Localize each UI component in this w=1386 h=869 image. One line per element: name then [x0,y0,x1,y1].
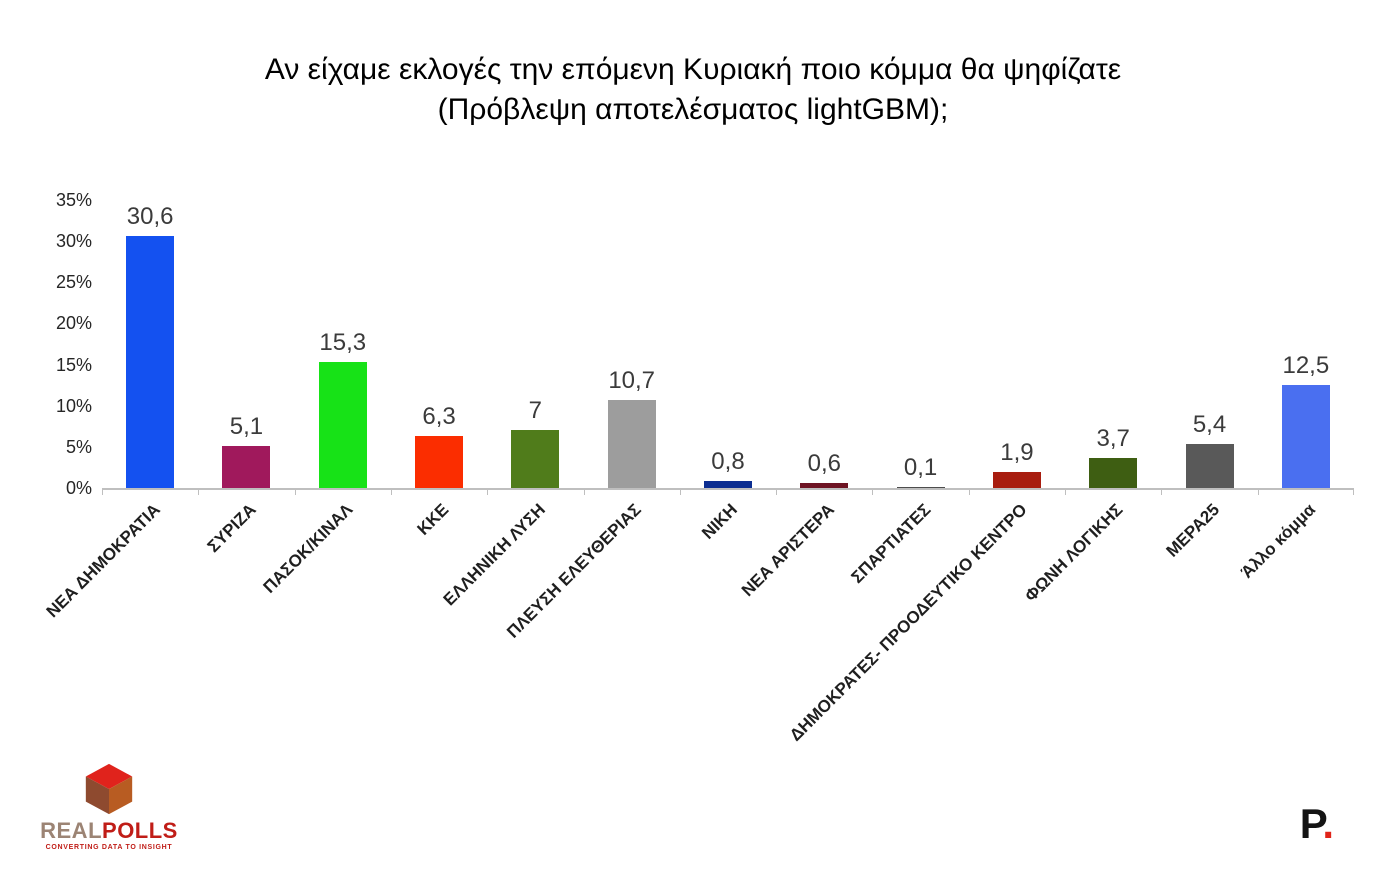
realpolls-cube-icon [85,763,133,815]
chart-title-line2: (Πρόβλεψη αποτελέσματος lightGBM); [437,92,949,126]
y-axis: 0% 5% 10% 15% 20% 25% 30% 35% [48,190,102,498]
bar-group: 30,6 ΝΕΑ ΔΗΜΟΚΡΑΤΙΑ [42,200,198,621]
bar-value-label: 7 [528,397,543,425]
brand-real: REAL [40,818,103,843]
bar [607,399,656,488]
brand-tagline: CONVERTING DATA TO INSIGHT [45,844,173,851]
bar-value-label: 3,7 [1096,424,1130,452]
bar-category-label: Άλλο κόμμα [1237,500,1320,582]
bar [1185,443,1234,488]
bar-group: 5,1 ΣΥΡΙΖΑ [198,200,294,556]
x-axis-tick [102,488,103,495]
bar [992,472,1041,488]
bar [318,362,367,488]
bar-group: 6,3 ΚΚΕ [391,200,487,539]
x-axis-tick [968,488,970,495]
bar-value-label: 0,6 [807,450,841,478]
bar-value-label: 0,8 [711,448,745,476]
y-tick-label: 35% [55,190,92,210]
x-axis-tick [390,488,392,495]
bar [1281,385,1330,488]
x-axis-tick [1161,488,1163,495]
brand-polls: POLLS [102,818,178,843]
x-axis-tick [487,488,489,495]
bar-value-label: 10,7 [608,366,656,394]
y-tick-label: 0% [65,478,92,498]
x-axis-tick [294,488,296,495]
bar-group: 3,7 ΦΩΝΗ ΛΟΓΙΚΗΣ [1021,200,1161,605]
y-tick-label: 5% [65,436,92,457]
x-axis-tick [1065,488,1067,495]
bar-group: 5,4 ΜΕΡΑ25 [1161,200,1257,561]
bar-group: 7 ΕΛΛΗΝΙΚΗ ΛΥΣΗ [440,200,583,609]
bar-chart: 0% 5% 10% 15% 20% 25% 30% 35% 30,6 ΝΕΑ ΔΗΜΟΚΡΑΤΙ… [42,190,1358,745]
bar-category-label: ΝΙΚΗ [698,500,742,543]
x-axis-tick [198,488,200,495]
p-dot: . [1322,800,1334,847]
bar [222,446,271,488]
bar-category-label: ΠΑΣΟΚ/ΚΙΝΑΛ [259,500,357,597]
bar-category-label: ΚΚΕ [413,500,453,539]
bar-value-label: 12,5 [1282,352,1330,380]
bar-group: 1,9 ΔΗΜΟΚΡΑΤΕΣ- ΠΡΟΟΔΕΥΤΙΚΟ ΚΕΝΤΡΟ [785,200,1065,745]
bar-category-label: ΣΠΑΡΤΙΑΤΕΣ [847,500,935,587]
p-logo: P. [1300,803,1334,845]
bar [415,436,464,488]
brand-name: REALPOLLS [34,820,184,842]
bar [703,481,752,488]
realpolls-logo: REALPOLLS CONVERTING DATA TO INSIGHT [34,762,184,851]
x-axis-tick [583,488,585,495]
x-axis-tick [1353,488,1354,495]
bar [896,487,945,488]
x-axis-tick [872,488,874,495]
bar-value-label: 15,3 [319,329,367,357]
y-tick-label: 30% [55,231,92,252]
bar-value-label: 5,1 [229,413,264,441]
bar-category-label: ΝΕΑ ΑΡΙΣΤΕΡΑ [737,500,838,601]
plot-area: 30,6 ΝΕΑ ΔΗΜΟΚΡΑΤΙΑ 5,1 ΣΥΡΙΖΑ 15,3 ΠΑΣΟΚ/ΚΙΝ… [42,200,1354,745]
bar-group: 15,3 ΠΑΣΟΚ/ΚΙΝΑΛ [259,200,391,597]
bar [511,430,560,488]
bar-group: 0,6 ΝΕΑ ΑΡΙΣΤΕΡΑ [738,200,872,600]
x-axis-tick [679,488,681,495]
x-axis-tick [776,488,778,495]
bar-value-label: 6,3 [422,403,456,431]
chart-title: Αν είχαμε εκλογές την επόμενη Κυριακή πο… [0,50,1386,129]
bar-group: 0,1 ΣΠΑΡΤΙΑΤΕΣ [847,200,968,587]
bar-group: 12,5 Άλλο κόμμα [1238,200,1354,582]
y-tick-label: 20% [55,313,92,334]
chart-title-line1: Αν είχαμε εκλογές την επόμενη Κυριακή πο… [264,53,1122,86]
y-tick-label: 15% [55,354,92,375]
bar-value-label: 30,6 [126,203,174,231]
bar [800,483,849,488]
bar [1089,457,1138,488]
x-axis-tick [1257,488,1259,495]
bar-value-label: 0,1 [903,454,938,482]
y-tick-label: 10% [55,395,92,416]
bar-category-label: ΣΥΡΙΖΑ [203,500,260,557]
bar-group: 0,8 ΝΙΚΗ [680,200,776,543]
p-letter: P [1299,800,1323,847]
bar-group: 10,7 ΠΛΕΥΣΗ ΕΛΕΥΘΕΡΙΑΣ [503,200,680,642]
bar-value-label: 5,4 [1192,410,1227,438]
bar-category-label: ΝΕΑ ΔΗΜΟΚΡΑΤΙΑ [42,500,164,622]
bar-category-label: ΕΛΛΗΝΙΚΗ ΛΥΣΗ [439,500,549,610]
y-tick-label: 25% [55,272,92,293]
bar [126,236,175,488]
bar-value-label: 1,9 [1000,439,1034,467]
bar-category-label: ΜΕΡΑ25 [1162,500,1223,561]
bar-category-label: ΦΩΝΗ ΛΟΓΙΚΗΣ [1021,500,1127,606]
